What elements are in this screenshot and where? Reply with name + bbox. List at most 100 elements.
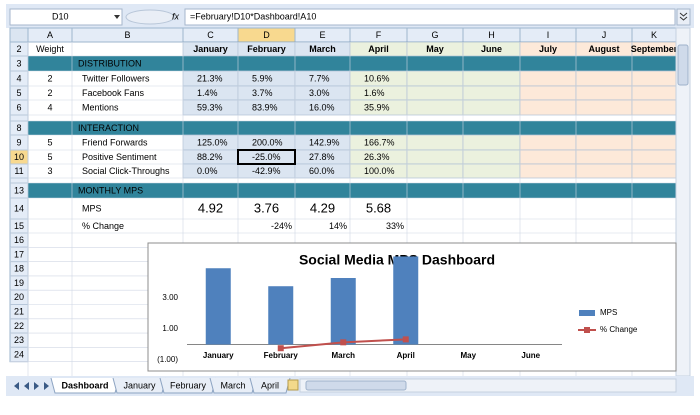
cell-fill <box>462 149 521 165</box>
change-value: 33% <box>386 221 404 231</box>
row-number: 16 <box>14 235 24 245</box>
sheet-tab-label: March <box>220 380 245 390</box>
column-letter: E <box>319 30 325 40</box>
percent-value: 142.9% <box>309 137 340 147</box>
legend-marker <box>584 327 590 333</box>
column-title: August <box>589 44 620 54</box>
column-title: May <box>426 44 444 54</box>
cell-fill <box>519 134 577 151</box>
x-tick-label: May <box>460 351 476 360</box>
cell-fill <box>631 99 677 116</box>
metric-label: Facebook Fans <box>82 88 145 98</box>
percent-value: 83.9% <box>252 102 278 112</box>
formula-input[interactable] <box>184 8 676 26</box>
weight-value: 5 <box>47 137 52 147</box>
column-letter: B <box>124 30 130 40</box>
sheet-tabs: Dashboard January February March April <box>50 377 299 394</box>
x-tick-label: January <box>203 351 234 360</box>
metric-label: Twitter Followers <box>82 73 150 83</box>
cell-fill <box>575 99 633 116</box>
column-letter: C <box>207 30 214 40</box>
percent-value: -25.0% <box>252 152 281 162</box>
mps-value: 5.68 <box>366 200 391 215</box>
formula-buttons <box>125 9 175 25</box>
row-number: 18 <box>14 264 24 274</box>
bar <box>268 286 294 345</box>
legend-label: MPS <box>600 308 617 317</box>
cell-fill <box>406 99 464 116</box>
cell-fill <box>519 163 577 179</box>
percent-value: 60.0% <box>309 166 335 176</box>
cell-fill <box>519 70 577 87</box>
column-title: July <box>539 44 557 54</box>
section-label: INTERACTION <box>78 123 139 133</box>
row-number: 17 <box>14 249 24 259</box>
percent-value: 1.4% <box>197 88 218 98</box>
select-all[interactable] <box>9 27 29 43</box>
line-marker <box>277 345 284 352</box>
legend-label: % Change <box>600 325 638 334</box>
metric-label: Positive Sentiment <box>82 152 157 162</box>
column-title: September <box>631 44 678 54</box>
row-header[interactable] <box>9 177 29 184</box>
column-title: March <box>309 44 336 54</box>
column-title: Weight <box>36 44 64 54</box>
percent-value: 10.6% <box>364 73 390 83</box>
weight-value: 3 <box>47 166 52 176</box>
name-box[interactable] <box>9 8 123 26</box>
scroll-thumb[interactable] <box>677 44 689 86</box>
row-number: 10 <box>14 152 24 162</box>
cell-fill <box>575 134 633 151</box>
column-letter: I <box>547 30 550 40</box>
cell-fill <box>519 85 577 101</box>
expand-formula-button[interactable] <box>676 8 691 26</box>
y-tick-label: 3.00 <box>162 293 178 302</box>
weight-value: 4 <box>47 102 52 112</box>
percent-value: 27.8% <box>309 152 335 162</box>
bar <box>330 278 356 345</box>
column-title: April <box>368 44 389 54</box>
metric-label: MPS <box>82 203 102 213</box>
column-letter: G <box>431 30 438 40</box>
column-title: January <box>193 44 228 54</box>
percent-value: 59.3% <box>197 102 223 112</box>
cell-fill <box>575 85 633 101</box>
cell-fill <box>519 149 577 165</box>
mps-value: 3.76 <box>254 200 279 215</box>
selected-cell <box>237 149 296 165</box>
mps-value: 4.92 <box>198 200 223 215</box>
insert-sheet-tab[interactable] <box>287 379 299 391</box>
column-letter: K <box>651 30 657 40</box>
row-number: 20 <box>14 292 24 302</box>
column-letter: J <box>602 30 607 40</box>
line-marker <box>402 336 409 343</box>
row-number: 22 <box>14 321 24 331</box>
row-number: 19 <box>14 278 24 288</box>
y-tick-label: (1.00) <box>157 355 178 364</box>
h-scroll-thumb[interactable] <box>305 380 407 391</box>
percent-value: 7.7% <box>309 73 330 83</box>
row-header[interactable] <box>9 114 29 122</box>
percent-value: 166.7% <box>364 137 395 147</box>
bar <box>393 256 419 345</box>
x-tick-label: February <box>264 351 299 360</box>
column-letter: F <box>376 30 382 40</box>
row-number: 3 <box>16 58 21 68</box>
legend-swatch <box>579 310 595 316</box>
cell-fill <box>631 70 677 87</box>
name-box-text: D10 <box>52 11 69 21</box>
cell-fill <box>631 85 677 101</box>
row-number: 4 <box>16 73 21 83</box>
percent-value: 100.0% <box>364 166 395 176</box>
percent-value: 3.0% <box>309 88 330 98</box>
x-tick-label: April <box>397 351 415 360</box>
metric-label: Social Click-Throughs <box>82 166 170 176</box>
row-number: 2 <box>16 44 21 54</box>
percent-value: 125.0% <box>197 137 228 147</box>
function-icon[interactable]: fx <box>172 11 180 21</box>
section-band <box>28 56 676 71</box>
percent-value: 35.9% <box>364 102 390 112</box>
cell-fill <box>575 149 633 165</box>
percent-value: 21.3% <box>197 73 223 83</box>
name-box-dropdown[interactable] <box>114 15 120 19</box>
